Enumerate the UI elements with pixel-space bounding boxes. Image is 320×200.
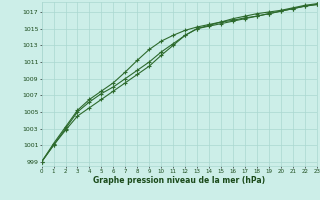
X-axis label: Graphe pression niveau de la mer (hPa): Graphe pression niveau de la mer (hPa) <box>93 176 265 185</box>
